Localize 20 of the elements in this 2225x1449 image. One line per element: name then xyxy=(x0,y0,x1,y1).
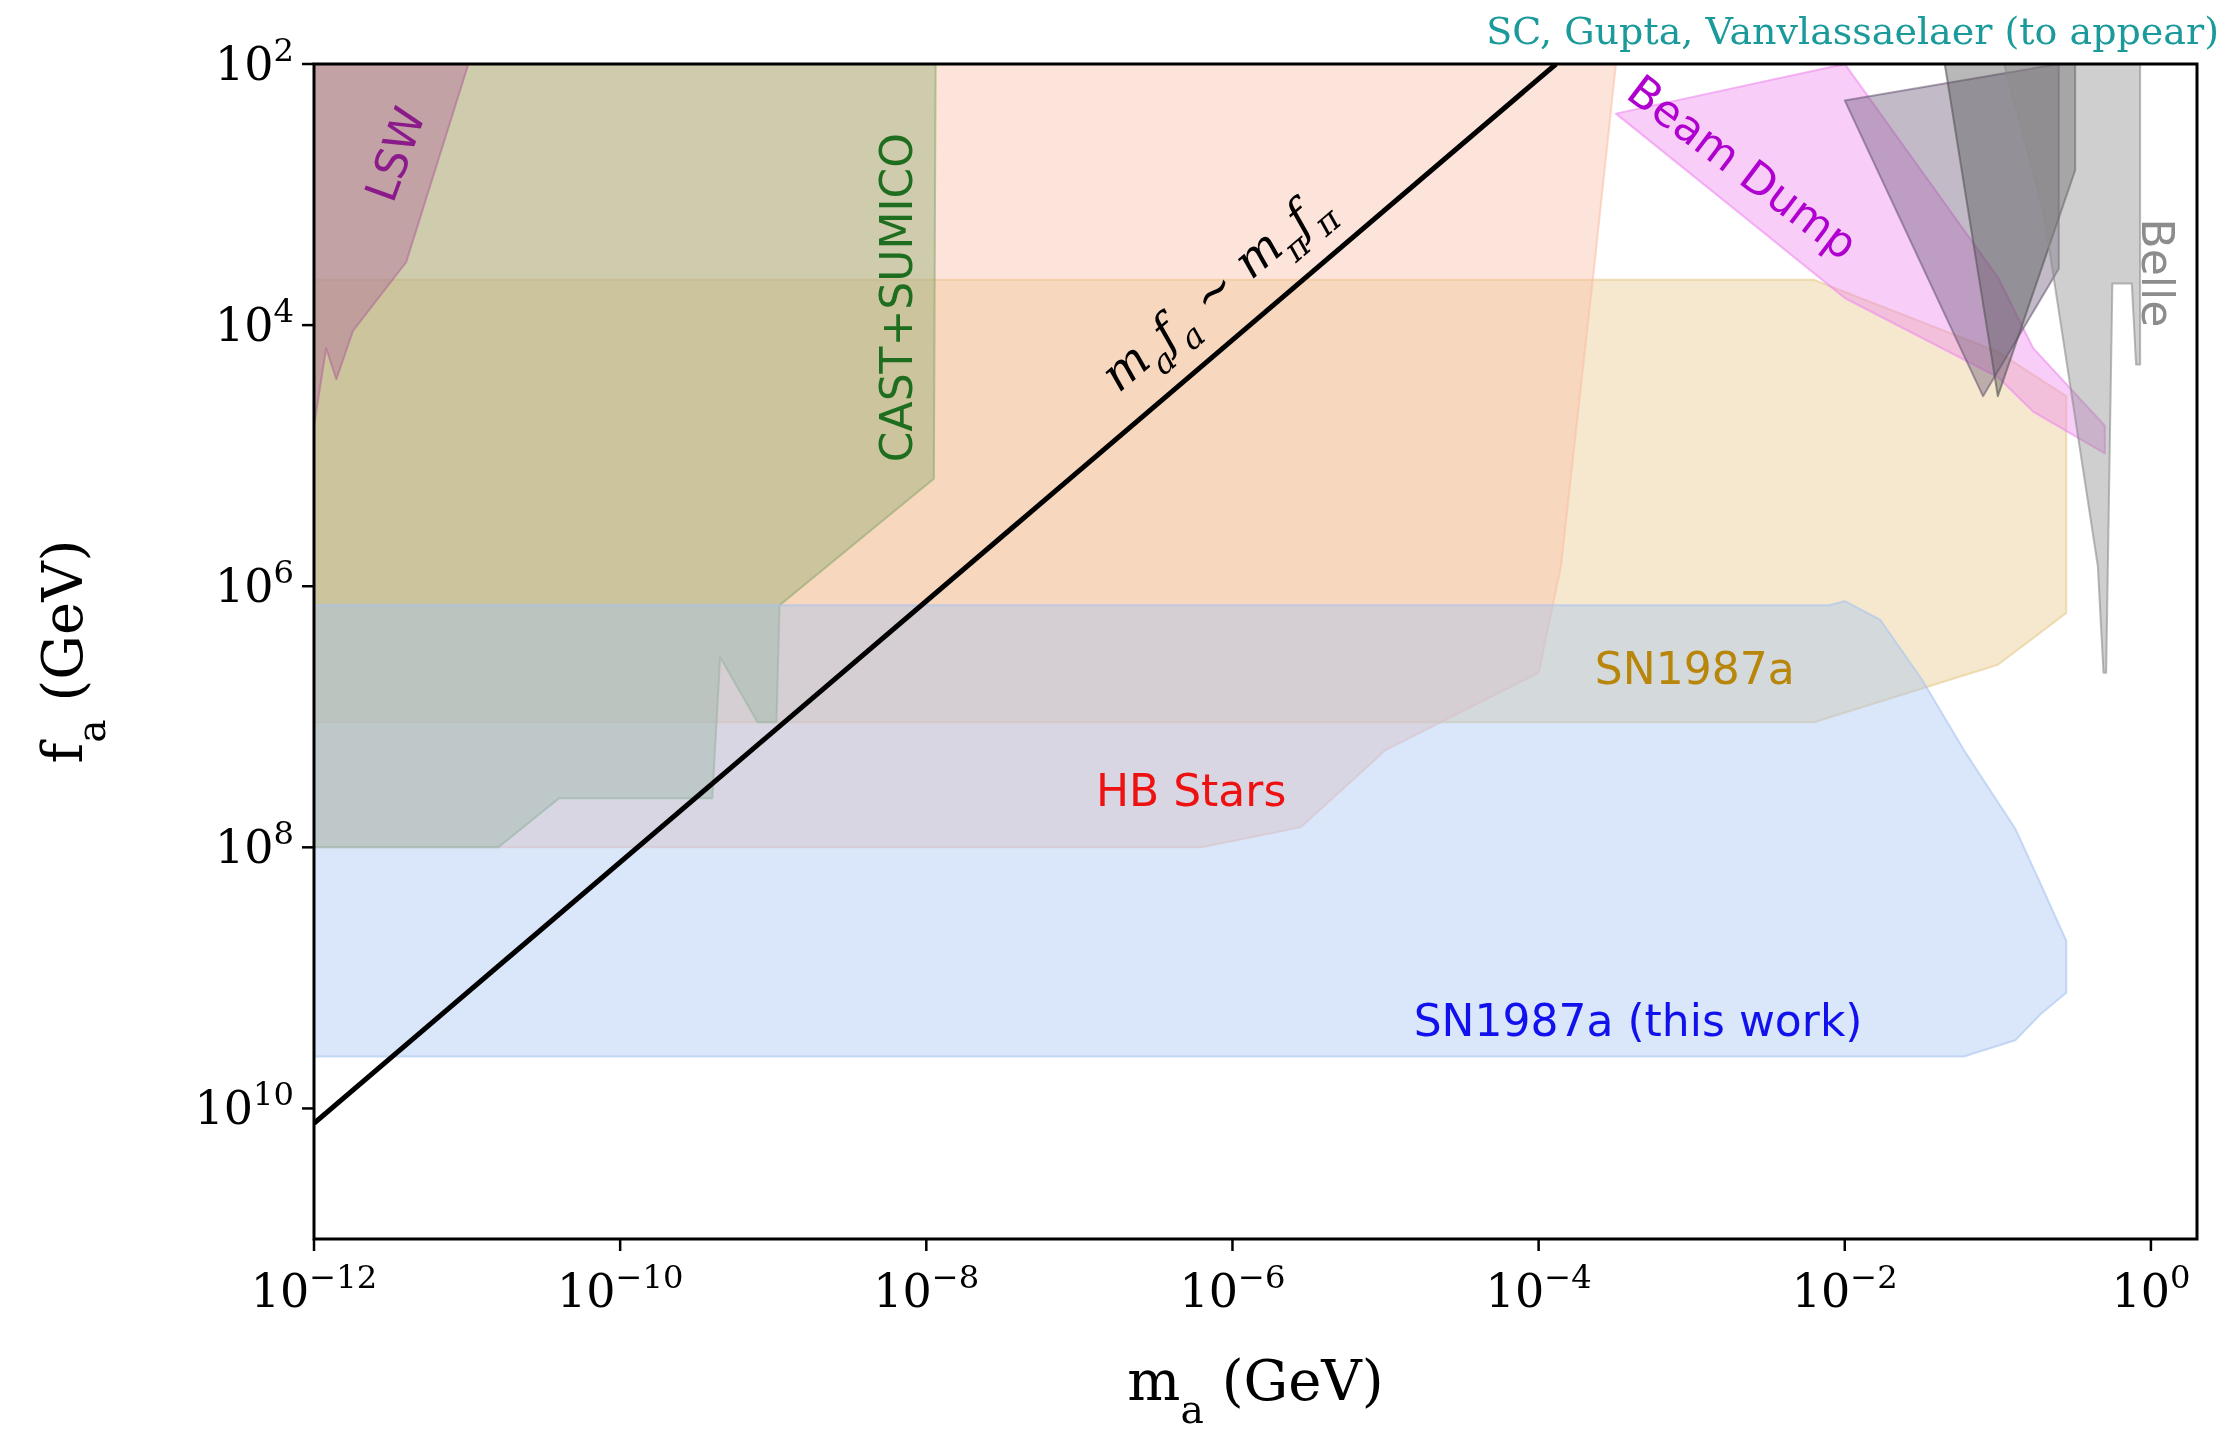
text: Belle xyxy=(2131,218,2183,328)
y-tick-label: 10$^{6}$ xyxy=(214,553,294,614)
series-label: SN1987a (this work) xyxy=(1413,994,1863,1046)
y-tick-label: 10$^{8}$ xyxy=(214,814,294,875)
series-label: CAST+SUMICO xyxy=(871,133,923,463)
x-tick-label: 10$^{−10}$ xyxy=(556,1258,684,1318)
y-tick-label: 10$^{4}$ xyxy=(214,292,294,353)
x-tick-label: 10$^{−8}$ xyxy=(873,1258,980,1318)
x-axis-title: m$_{a}$ (GeV) xyxy=(1127,1348,1384,1432)
x-tick-label: 10$^{−12}$ xyxy=(250,1258,378,1318)
series-label: HB Stars xyxy=(1095,764,1287,816)
x-tick-label: 10$^{0}$ xyxy=(2111,1258,2191,1318)
text: SC, Gupta, Vanvlassaelaer (to appear) xyxy=(1486,9,2219,53)
x-tick-label: 10$^{−6}$ xyxy=(1179,1258,1286,1318)
series-label: SN1987a xyxy=(1594,643,1795,695)
series-label: LSW xyxy=(354,100,436,208)
y-tick-label: 10$^{2}$ xyxy=(214,31,294,91)
y-tick-label: 10$^{10}$ xyxy=(194,1075,294,1136)
x-tick-label: 10$^{−2}$ xyxy=(1791,1258,1898,1318)
x-tick-label: 10$^{−4}$ xyxy=(1485,1258,1592,1318)
